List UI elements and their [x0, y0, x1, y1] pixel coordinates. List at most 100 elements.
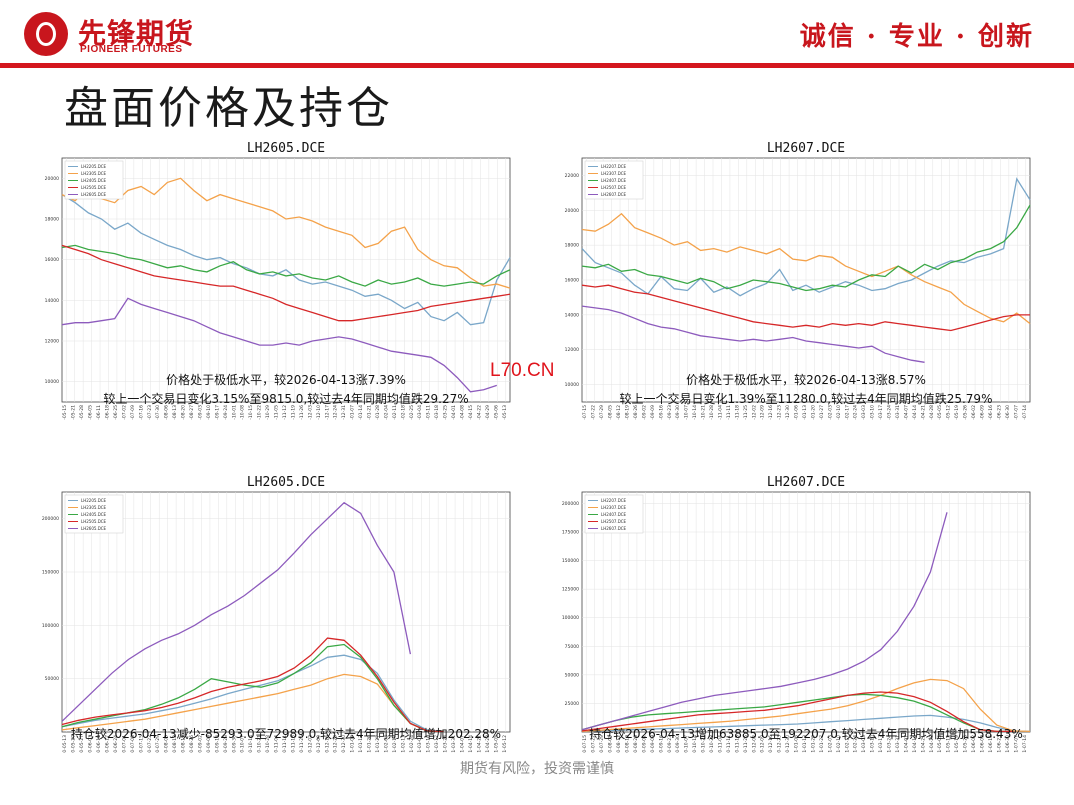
x-tick-label: 0-06-25 — [113, 405, 119, 420]
x-tick-label: 1-03-24 — [887, 735, 893, 753]
x-tick-label: 0-09-24 — [223, 405, 229, 420]
x-tick-label: 0-11-11 — [726, 735, 732, 753]
header: 先锋期货 PIONEER FUTURES 诚信 · 专业 · 创新 — [0, 0, 1074, 70]
logo-chinese-name: 先锋期货 — [78, 17, 195, 50]
series-line-lh2405-dce — [61, 244, 511, 287]
x-tick-label: 0-05-21 — [71, 405, 77, 420]
x-tick-label: 0-09-23 — [667, 405, 673, 420]
x-tick-label: 0-12-23 — [777, 735, 783, 753]
x-tick-label: 0-08-12 — [616, 735, 622, 753]
x-tick-label: 0-11-12 — [282, 405, 288, 420]
x-tick-label: 0-12-17 — [324, 405, 330, 420]
legend-entry: LH2407.DCE — [601, 512, 627, 517]
x-tick-label: 0-09-30 — [675, 735, 681, 753]
watermark-text: L70.CN — [490, 360, 555, 381]
x-tick-label: 1-02-17 — [844, 735, 850, 753]
x-tick-label: 0-12-09 — [316, 735, 322, 753]
x-tick-label: 0-12-30 — [785, 405, 791, 420]
logo-english-name: PIONEER FUTURES — [80, 44, 183, 55]
header-divider — [0, 63, 1074, 68]
y-tick-label: 175000 — [562, 530, 579, 536]
x-tick-label: 0-07-15 — [138, 735, 144, 753]
legend-entry: LH2305.DCE — [81, 171, 107, 176]
x-tick-label: 1-02-24 — [853, 405, 859, 420]
x-tick-label: 0-07-16 — [138, 405, 144, 420]
x-tick-label: 1-05-12 — [946, 735, 952, 753]
x-tick-label: 0-12-02 — [751, 735, 757, 753]
x-tick-label: 1-05-26 — [963, 405, 969, 420]
x-tick-label: 1-02-18 — [400, 405, 406, 420]
y-tick-label: 16000 — [565, 278, 579, 284]
x-tick-label: 0-08-06 — [164, 405, 170, 420]
x-tick-label: 1-02-10 — [392, 735, 398, 753]
x-tick-label: 1-04-07 — [903, 405, 909, 420]
y-tick-label: 20000 — [45, 176, 59, 182]
x-tick-label: 0-12-16 — [768, 405, 774, 420]
y-tick-label: 14000 — [45, 298, 59, 304]
series-line-lh2605-dce — [61, 297, 498, 393]
x-tick-label: 0-05-13 — [62, 735, 68, 753]
x-tick-label: 0-05-28 — [79, 405, 85, 420]
x-tick-label: 1-07-14 — [1022, 405, 1028, 420]
series-line-lh2407-dce — [581, 204, 1031, 292]
y-tick-label: 75000 — [565, 644, 579, 650]
y-tick-label: 50000 — [565, 672, 579, 678]
x-tick-label: 0-09-16 — [658, 735, 664, 753]
x-tick-label: 1-02-24 — [409, 735, 415, 753]
x-tick-label: 0-10-28 — [265, 735, 271, 753]
y-tick-label: 150000 — [42, 570, 59, 576]
y-tick-label: 18000 — [45, 217, 59, 223]
x-tick-label: 1-06-23 — [996, 735, 1002, 753]
x-tick-label: 0-08-12 — [172, 735, 178, 753]
x-tick-label: 1-04-01 — [451, 405, 457, 420]
x-tick-label: 1-05-19 — [954, 735, 960, 753]
x-tick-label: 1-04-21 — [476, 735, 482, 753]
x-tick-label: 0-11-18 — [290, 735, 296, 753]
x-tick-label: 1-01-13 — [802, 405, 808, 420]
x-tick-label: 1-06-02 — [971, 735, 977, 753]
x-tick-label: 1-04-14 — [468, 735, 474, 753]
x-tick-label: 1-06-16 — [988, 405, 994, 420]
x-tick-label: 0-12-10 — [316, 405, 322, 420]
x-tick-label: 0-12-31 — [341, 405, 347, 420]
x-tick-label: 0-10-29 — [265, 405, 271, 420]
x-tick-label: 1-04-07 — [903, 735, 909, 753]
x-tick-label: 1-02-17 — [400, 735, 406, 753]
x-tick-label: 0-10-22 — [257, 405, 263, 420]
x-tick-label: 0-10-28 — [709, 405, 715, 420]
x-tick-label: 1-04-07 — [460, 735, 466, 753]
x-tick-label: 0-07-29 — [599, 405, 605, 420]
x-tick-label: 0-10-15 — [248, 405, 254, 420]
y-tick-label: 14000 — [565, 312, 579, 318]
x-tick-label: 1-06-30 — [1005, 735, 1011, 753]
x-tick-label: 0-06-17 — [104, 735, 110, 753]
legend-entry: LH2507.DCE — [601, 519, 627, 524]
y-tick-label: 18000 — [565, 243, 579, 249]
x-tick-label: 0-05-20 — [71, 735, 77, 753]
x-tick-label: 0-10-07 — [240, 735, 246, 753]
y-tick-label: 150000 — [562, 558, 579, 564]
x-tick-label: 1-02-04 — [383, 405, 389, 420]
x-tick-label: 0-08-19 — [624, 405, 630, 420]
y-tick-label: 125000 — [562, 587, 579, 593]
x-tick-label: 1-05-05 — [937, 405, 943, 420]
x-tick-label: 1-04-21 — [920, 735, 926, 753]
x-tick-label: 0-12-02 — [307, 735, 313, 753]
x-tick-label: 0-09-30 — [231, 735, 237, 753]
x-tick-label: 1-03-17 — [878, 735, 884, 753]
chart-annotation: 较上一个交易日变化3.15%至9815.0,较过去4年同期均值跌29.27% — [103, 391, 468, 406]
x-tick-label: 0-10-08 — [240, 405, 246, 420]
x-tick-label: 1-01-06 — [350, 735, 356, 753]
x-tick-label: 1-06-02 — [971, 405, 977, 420]
series-line-lh2505-dce — [61, 637, 444, 733]
legend-entry: LH2505.DCE — [81, 519, 107, 524]
legend-entry: LH2405.DCE — [81, 178, 107, 183]
x-tick-label: 1-02-24 — [853, 735, 859, 753]
x-tick-label: 0-12-02 — [751, 405, 757, 420]
x-tick-label: 0-12-24 — [333, 405, 339, 420]
x-tick-label: 0-09-09 — [206, 735, 212, 753]
x-tick-label: 0-06-24 — [113, 735, 119, 753]
x-tick-label: 1-06-30 — [1005, 405, 1011, 420]
x-tick-label: 1-01-06 — [794, 405, 800, 420]
